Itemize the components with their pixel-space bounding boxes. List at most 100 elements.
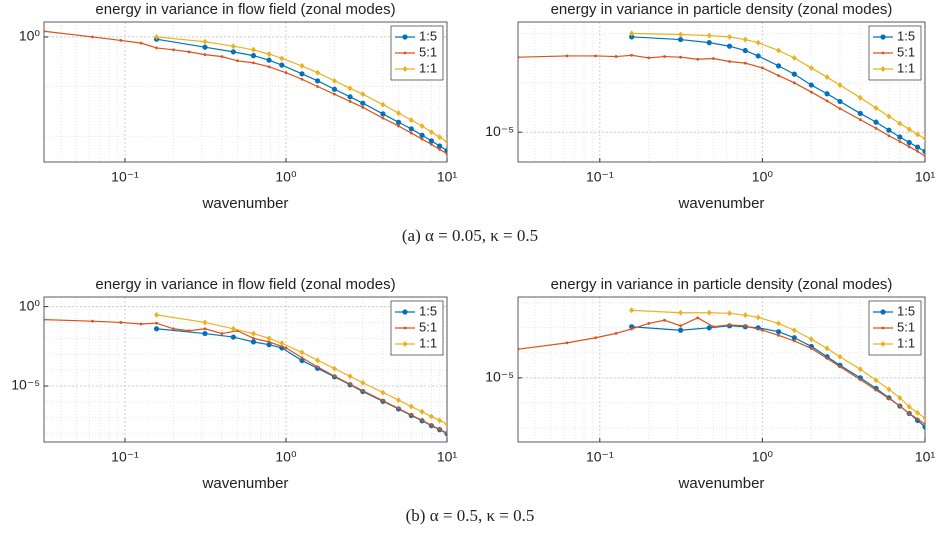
series [154,311,447,428]
marker [742,47,748,54]
marker [760,328,764,332]
marker [360,100,366,106]
marker [300,356,304,360]
marker [429,142,433,146]
marker [915,409,921,416]
marker [279,55,285,62]
marker [886,113,892,120]
marker [565,341,569,345]
marker [347,94,353,100]
marker [775,63,782,69]
marker [331,77,337,84]
marker [809,90,813,94]
x-tick-label: 10⁰ [275,449,297,465]
marker [897,120,903,127]
series [518,53,925,158]
marker [887,397,891,400]
legend-label: 1:1 [419,335,437,350]
marker [315,357,321,364]
marker [824,91,830,97]
x-tick-label: 10¹ [915,449,936,465]
marker [791,71,797,77]
legend-marker [403,51,407,55]
y-tick-label: 10⁻⁵ [11,377,40,393]
marker [857,366,863,373]
plot-area [517,21,926,163]
marker [874,388,878,392]
marker [420,418,424,422]
marker [139,322,143,326]
legend-marker [402,309,408,315]
marker [279,62,285,68]
marker [886,127,892,133]
marker [696,57,700,61]
marker [824,74,830,81]
marker [331,86,338,92]
marker [887,134,891,138]
line [518,317,925,425]
legend-label: 1:5 [897,303,915,318]
x-tick-label: 10⁰ [275,169,297,185]
marker [678,309,684,316]
marker [755,39,761,46]
marker [678,327,684,333]
marker [825,357,829,360]
marker [679,55,683,59]
marker [408,117,414,124]
marker [808,336,814,343]
x-tick-label: 10¹ [437,169,458,185]
marker [91,319,94,323]
marker [629,34,635,40]
marker [629,30,635,37]
x-tick-label: 10⁻¹ [111,449,139,465]
marker [728,323,731,327]
marker [381,116,385,120]
marker [777,74,780,77]
marker [706,40,712,46]
legend-marker [881,326,885,330]
marker [760,66,764,70]
marker [445,152,447,156]
marker [663,55,666,58]
marker [202,38,208,45]
marker [380,389,386,396]
marker [824,345,830,352]
marker [629,307,635,314]
marker [837,353,843,360]
line [631,309,925,419]
plot-area [43,21,448,163]
caption: (a) α = 0.05, κ = 0.5 [402,226,538,245]
marker [299,62,305,69]
marker [91,35,94,39]
marker [696,316,700,320]
series [629,307,925,421]
marker [202,330,208,337]
marker [316,365,319,369]
marker [315,69,321,76]
legend-marker [403,326,407,330]
legend-marker [402,66,408,72]
marker [916,417,919,421]
x-axis-label: wavenumber [202,195,289,212]
marker [915,131,921,138]
marker [420,137,424,141]
y-tick-label: 10⁻⁵ [485,123,514,139]
marker [706,325,712,331]
marker [348,100,352,103]
marker [348,382,352,386]
x-tick-label: 10¹ [437,449,458,465]
chart-title: energy in variance in particle density (… [551,276,893,293]
marker [428,129,434,136]
marker [444,421,447,428]
marker [44,318,46,322]
marker [139,41,143,45]
marker [914,144,921,150]
marker [314,78,321,84]
marker [284,346,288,350]
series [153,36,447,154]
marker [898,404,902,408]
marker [907,412,911,415]
marker [594,54,597,58]
marker [381,399,385,403]
marker [837,98,843,105]
